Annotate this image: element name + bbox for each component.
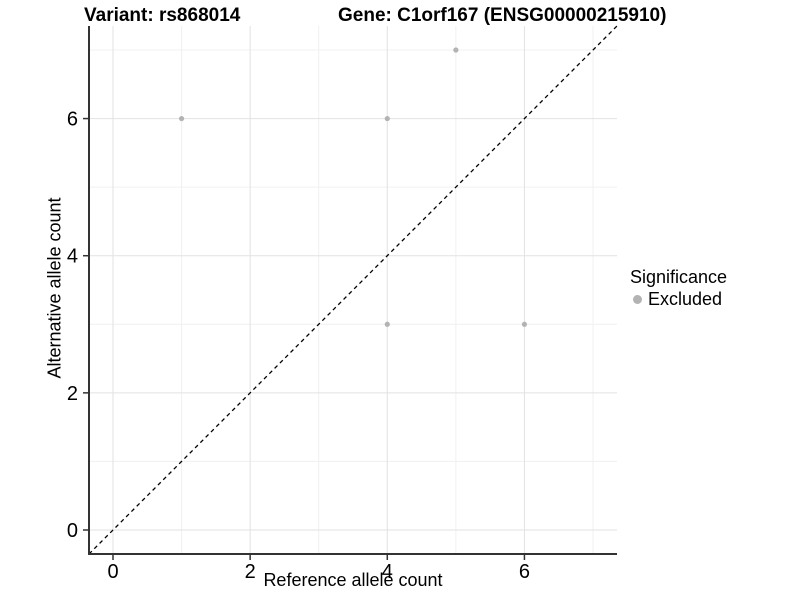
identity-dashed-line: [88, 25, 618, 555]
legend-title: Significance: [630, 267, 728, 287]
data-point: [178, 115, 185, 122]
x-tick-label: 4: [382, 561, 393, 583]
plot-title-gene: Gene: C1orf167 (ENSG00000215910): [338, 5, 667, 26]
data-point: [384, 115, 390, 122]
plot-title-variant: Variant: rs868014: [84, 5, 241, 26]
x-tick-label: 0: [107, 561, 118, 583]
legend: Significance Excluded: [630, 266, 727, 310]
y-tick-label: 0: [67, 520, 78, 542]
y-tick-label: 6: [67, 109, 78, 131]
y-tick-label: 4: [67, 246, 78, 268]
data-point: [521, 321, 528, 327]
x-axis-title: Reference allele count: [263, 570, 443, 590]
y-tick-label: 2: [67, 383, 78, 405]
data-point: [453, 47, 459, 53]
legend-item-excluded: Excluded: [630, 288, 727, 310]
excluded-point-icon: [633, 294, 642, 304]
legend-item-label: Excluded: [648, 289, 723, 309]
y-axis-title: Alternative allele count: [44, 197, 65, 379]
x-tick-label: 2: [245, 561, 256, 583]
data-point: [384, 321, 390, 327]
x-tick-label: 6: [519, 561, 530, 583]
